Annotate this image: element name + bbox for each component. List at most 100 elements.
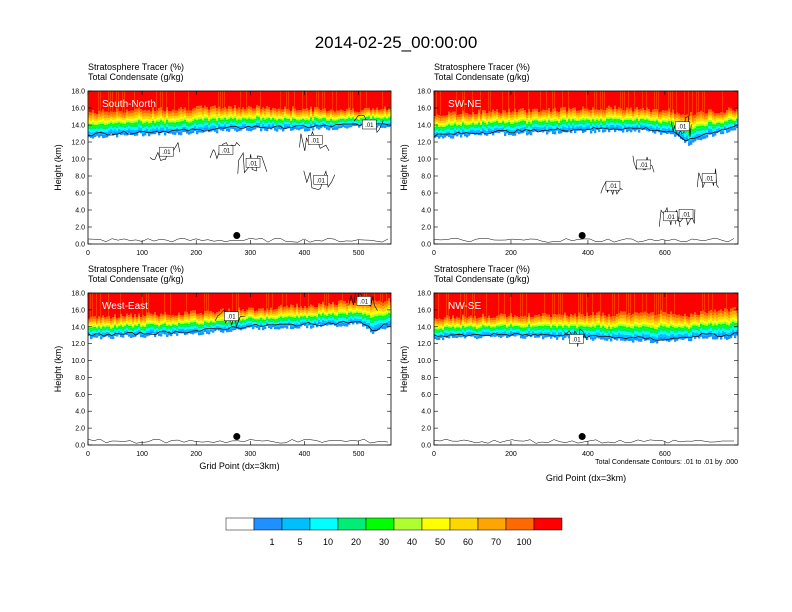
- field-cell: [286, 313, 289, 316]
- field-cell: [146, 326, 149, 329]
- field-cell: [246, 309, 249, 312]
- field-cell: [170, 324, 173, 326]
- field-cell: [246, 123, 249, 126]
- field-cell: [206, 326, 209, 329]
- condensate-contour: [600, 180, 623, 196]
- field-cell: [440, 123, 443, 125]
- field-cell: [238, 91, 241, 108]
- field-cell: [254, 316, 257, 318]
- field-cell: [288, 315, 291, 317]
- field-cell: [92, 91, 95, 111]
- field-cell: [564, 124, 567, 127]
- field-cell: [118, 116, 121, 119]
- field-cell: [232, 126, 235, 129]
- field-cell: [514, 117, 517, 121]
- field-cell: [212, 122, 215, 126]
- field-cell: [126, 330, 129, 333]
- field-cell: [108, 127, 111, 131]
- field-cell: [326, 115, 329, 118]
- field-streak: [100, 91, 101, 116]
- field-cell: [694, 132, 697, 136]
- field-cell: [270, 125, 273, 128]
- field-cell: [328, 305, 331, 309]
- field-cell: [252, 318, 255, 321]
- field-cell: [330, 126, 333, 129]
- field-cell: [274, 119, 277, 122]
- field-cell: [174, 326, 177, 329]
- field-cell: [518, 109, 521, 113]
- field-cell: [264, 119, 267, 122]
- field-cell: [102, 322, 105, 325]
- field-cell: [704, 119, 707, 123]
- field-cell: [624, 115, 627, 117]
- field-cell: [486, 128, 489, 131]
- field-cell: [638, 119, 641, 122]
- field-cell: [364, 115, 367, 117]
- field-cell: [506, 130, 509, 134]
- field-cell: [734, 91, 737, 112]
- field-cell: [456, 123, 459, 126]
- field-cell: [204, 321, 207, 324]
- field-cell: [502, 91, 505, 111]
- field-cell: [110, 128, 113, 132]
- field-cell: [306, 323, 309, 326]
- field-cell: [212, 118, 215, 121]
- field-cell: [320, 109, 323, 113]
- field-cell: [162, 110, 165, 114]
- field-cell: [466, 91, 469, 114]
- field-cell: [678, 119, 681, 122]
- field-cell: [180, 121, 183, 124]
- field-cell: [334, 307, 337, 310]
- field-cell: [666, 110, 669, 114]
- field-cell: [278, 124, 281, 127]
- field-cell: [536, 126, 539, 129]
- field-cell: [570, 91, 573, 110]
- field-cell: [326, 120, 329, 123]
- field-cell: [492, 127, 495, 130]
- field-cell: [190, 318, 193, 321]
- field-cell: [130, 127, 133, 130]
- field-cell: [600, 109, 603, 112]
- field-cell: [488, 113, 491, 117]
- field-streak: [134, 91, 135, 113]
- field-cell: [294, 91, 297, 109]
- field-cell: [606, 113, 609, 116]
- field-cell: [236, 122, 239, 125]
- field-cell: [488, 91, 491, 112]
- field-cell: [274, 113, 277, 116]
- field-streak: [352, 91, 353, 113]
- field-cell: [708, 121, 711, 124]
- field-cell: [352, 123, 355, 126]
- field-cell: [730, 113, 733, 116]
- field-cell: [588, 125, 591, 128]
- field-cell: [196, 330, 199, 333]
- field-cell: [138, 91, 141, 108]
- field-cell: [332, 125, 335, 128]
- field-cell: [714, 130, 717, 133]
- field-cell: [108, 328, 111, 331]
- field-cell: [358, 115, 361, 118]
- field-cell: [458, 91, 461, 115]
- field-cell: [646, 115, 649, 118]
- field-cell: [476, 114, 479, 117]
- field-cell: [654, 123, 657, 126]
- field-cell: [100, 325, 103, 327]
- field-cell: [332, 319, 335, 322]
- field-cell: [302, 117, 305, 119]
- field-cell: [602, 117, 605, 120]
- field-cell: [316, 114, 319, 117]
- field-cell: [544, 128, 547, 132]
- field-cell: [630, 117, 633, 120]
- field-cell: [568, 125, 571, 128]
- field-cell: [608, 129, 611, 133]
- field-cell: [604, 122, 607, 125]
- field-cell: [468, 91, 471, 115]
- field-cell: [164, 321, 167, 324]
- field-cell: [686, 135, 689, 138]
- field-cell: [198, 119, 201, 122]
- field-cell: [340, 123, 343, 126]
- field-cell: [240, 118, 243, 121]
- field-cell: [576, 91, 579, 111]
- field-cell: [102, 121, 105, 124]
- field-cell: [94, 323, 97, 326]
